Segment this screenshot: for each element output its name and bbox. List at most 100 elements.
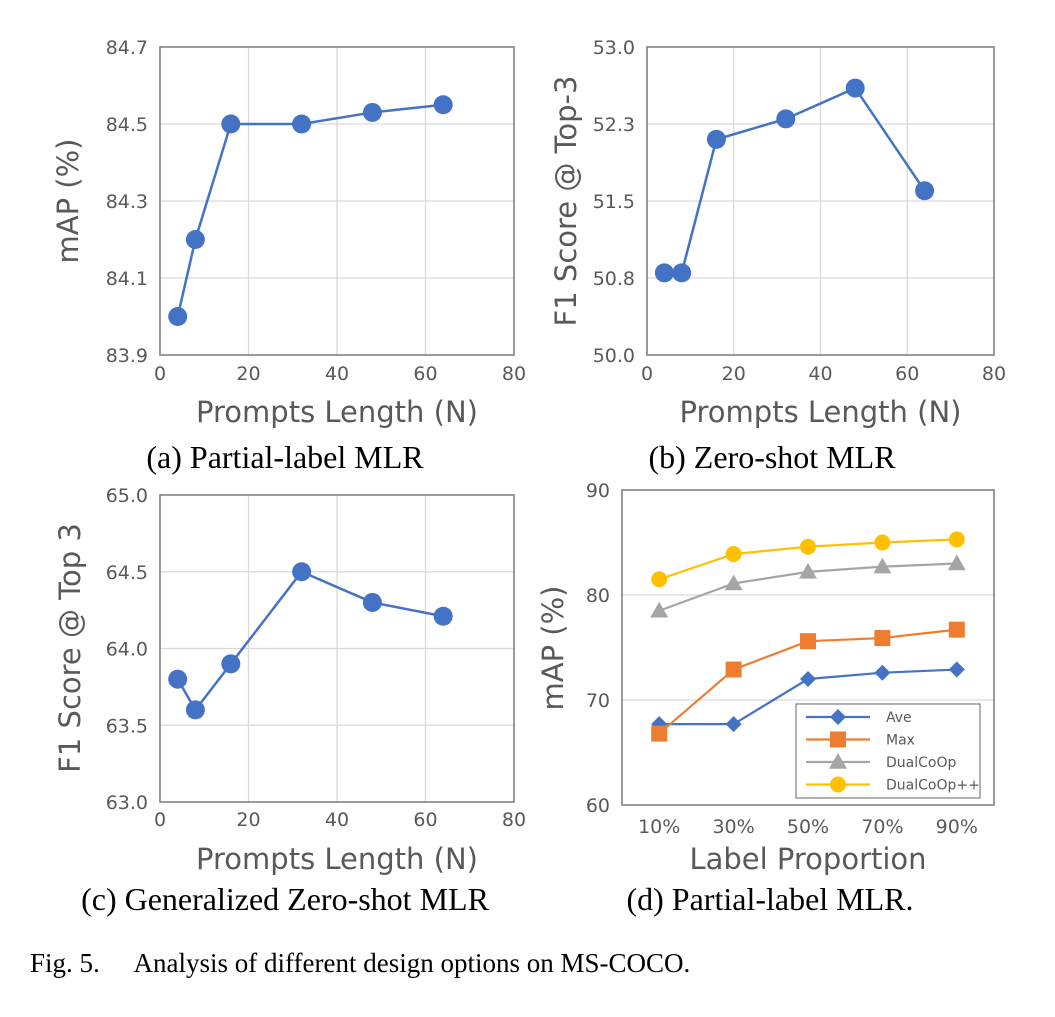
data-point	[221, 654, 241, 674]
plot-frame	[646, 46, 995, 356]
y-tick-label: 84.5	[106, 114, 148, 136]
d-data-point	[799, 562, 817, 579]
x-axis-title: Label Proportion	[689, 842, 926, 876]
data-point	[433, 606, 453, 626]
data-point	[915, 181, 935, 201]
y-tick-label: 50.0	[593, 345, 635, 367]
x-tick-label: 90%	[936, 816, 978, 838]
panel-caption: (a) Partial-label MLR	[146, 439, 424, 475]
d-data-point	[725, 661, 742, 678]
x-tick-label: 40	[325, 809, 349, 831]
x-tick-label: 0	[154, 809, 166, 831]
y-tick-label: 65.0	[106, 485, 148, 507]
x-tick-label: 50%	[787, 816, 829, 838]
y-tick-label: 84.1	[106, 268, 148, 290]
plot-frame	[159, 494, 515, 803]
d-data-point	[650, 601, 669, 618]
d-data-point	[651, 725, 668, 742]
d-data-point	[874, 664, 891, 681]
legend-label: Ave	[886, 710, 912, 726]
y-tick-label: 64.5	[106, 562, 148, 584]
d-data-point	[874, 534, 891, 551]
x-tick-label: 0	[641, 363, 653, 385]
x-tick-label: 70%	[861, 816, 903, 838]
x-tick-label: 0	[154, 363, 166, 385]
legend-label: DualCoOp	[886, 755, 956, 771]
legend-label: DualCoOp++	[886, 778, 980, 794]
d-legend-marker	[830, 776, 846, 793]
d-data-point	[874, 630, 891, 647]
x-tick-label: 20	[236, 809, 260, 831]
y-axis-title: mAP (%)	[536, 586, 570, 711]
chart-panel-3: 63.0 63.5 64.0 64.5 65.0 0 20 40 60 80 Prompts Len…	[53, 485, 526, 917]
data-point	[433, 95, 453, 115]
y-tick-label: 53.0	[593, 37, 635, 59]
y-tick-label: 60	[586, 795, 610, 817]
d-legend-marker	[830, 731, 846, 748]
y-tick-label: 83.9	[106, 345, 148, 367]
y-tick-label: 84.3	[106, 191, 148, 213]
data-point	[168, 307, 188, 326]
y-tick-label: 90	[586, 480, 610, 502]
data-point	[362, 102, 382, 122]
chart-panel-2: 50.0 50.8 51.5 52.3 53.0 0 20 40 60 80 Prompts Len…	[549, 37, 1006, 475]
x-tick-label: 80	[502, 809, 526, 831]
d-data-point	[800, 633, 816, 650]
y-tick-label: 84.7	[106, 37, 148, 59]
x-tick-label: 40	[808, 363, 832, 385]
data-point	[185, 230, 205, 249]
data-point	[221, 114, 241, 134]
x-tick-label: 60	[895, 363, 919, 385]
y-tick-label: 50.8	[593, 268, 635, 290]
figure-caption: Fig. 5. Analysis of different design opt…	[30, 948, 691, 978]
d-data-point	[873, 557, 892, 574]
x-axis-title: Prompts Length (N)	[680, 395, 962, 429]
y-tick-label: 63.0	[106, 792, 148, 814]
y-tick-label: 63.5	[106, 715, 148, 737]
x-tick-label: 20	[236, 363, 260, 385]
d-legend-marker	[829, 753, 847, 769]
y-axis-title: mAP (%)	[51, 139, 85, 264]
d-data-point	[724, 574, 743, 591]
data-point	[654, 263, 674, 283]
y-tick-label: 70	[586, 690, 610, 712]
series-line	[176, 570, 444, 713]
d-data-point	[800, 538, 816, 555]
y-tick-label: 80	[586, 585, 610, 607]
d-data-point	[651, 571, 668, 588]
y-tick-label: 64.0	[106, 639, 148, 661]
data-point	[845, 78, 865, 98]
data-point	[185, 700, 205, 720]
data-point	[292, 114, 312, 134]
x-tick-label: 20	[722, 363, 746, 385]
panel-caption: (b) Zero-shot MLR	[648, 439, 896, 475]
data-point	[168, 669, 188, 689]
legend-box	[795, 703, 981, 799]
d-data-point	[947, 554, 966, 571]
data-point	[672, 263, 692, 283]
series-line	[176, 103, 444, 317]
x-axis-title: Prompts Length (N)	[196, 842, 478, 876]
d-data-point	[948, 531, 965, 548]
y-tick-label: 52.3	[593, 114, 635, 136]
x-tick-label: 40	[325, 363, 349, 385]
x-axis-title: Prompts Length (N)	[196, 395, 478, 429]
panel-caption: (c) Generalized Zero-shot MLR	[81, 881, 489, 917]
panel-caption: (d) Partial-label MLR.	[626, 881, 913, 917]
d-data-point	[948, 661, 965, 678]
x-tick-label: 80	[502, 363, 526, 385]
d-legend-marker	[830, 709, 846, 725]
plot-frame	[159, 46, 515, 356]
x-tick-label: 10%	[638, 816, 680, 838]
x-tick-label: 30%	[712, 816, 754, 838]
chart-panel-4: 60 70 80 90 10% 30% 50% 70% 90% Label Proportion m…	[536, 480, 995, 917]
y-axis-title: F1 Score @ Top 3	[53, 523, 87, 773]
x-tick-label: 80	[982, 363, 1006, 385]
d-data-point	[948, 621, 965, 638]
y-tick-label: 51.5	[593, 191, 635, 213]
d-data-point	[800, 671, 816, 687]
legend-label: Max	[886, 733, 915, 749]
data-point	[706, 129, 726, 149]
data-point	[292, 562, 312, 582]
